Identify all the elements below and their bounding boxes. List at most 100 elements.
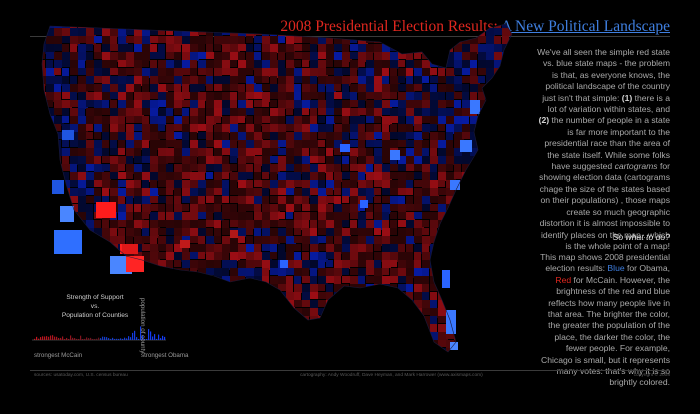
county-cell [190, 36, 200, 46]
county-cell [94, 356, 102, 363]
county-cell [134, 196, 142, 205]
county-cell [142, 220, 149, 230]
county-cell [326, 284, 333, 292]
county-cell [262, 364, 272, 365]
county-cell [302, 300, 312, 307]
county-cell [270, 300, 280, 307]
county-cell [62, 284, 69, 291]
legend-histogram [32, 326, 166, 341]
county-cell [390, 188, 400, 195]
county-cell [54, 24, 62, 29]
county-cell [166, 236, 176, 244]
county-cell [182, 260, 192, 268]
county-cell [62, 100, 72, 108]
county-cell [374, 188, 381, 195]
county-cell [86, 172, 94, 181]
county-cell [318, 340, 325, 350]
county-cell [382, 100, 392, 108]
county-cell [46, 268, 56, 278]
county-cell [310, 132, 317, 142]
county-cell [390, 180, 399, 189]
county-cell [334, 300, 342, 307]
county-cell [326, 268, 335, 278]
county-cell [518, 332, 525, 341]
county-cell [478, 364, 485, 365]
county-cell [334, 28, 341, 37]
county-cell [414, 172, 422, 179]
county-cell [70, 188, 79, 198]
county-cell [42, 24, 46, 30]
legend-bar [158, 334, 160, 340]
county-cell [534, 20, 540, 30]
county-cell [166, 284, 176, 294]
county-cell [278, 116, 285, 126]
county-cell [102, 284, 110, 291]
county-cell [246, 292, 256, 299]
county-cell [54, 60, 62, 68]
county-cell [390, 316, 397, 324]
county-cell [518, 92, 526, 100]
county-cell [374, 260, 381, 269]
county-cell [206, 148, 213, 158]
county-cell [398, 164, 407, 171]
county-cell [334, 188, 341, 195]
county-cell [430, 220, 438, 228]
county-cell [206, 44, 213, 52]
county-cell [358, 364, 367, 365]
county-cell [262, 172, 269, 179]
county-cell [470, 196, 480, 203]
county-cell [470, 164, 480, 173]
county-cell [398, 316, 406, 325]
county-cell [278, 212, 285, 219]
county-cell [150, 364, 157, 365]
county-cell [94, 252, 104, 262]
county-cell [486, 340, 495, 348]
county-cell [414, 148, 424, 156]
county-cell [118, 180, 126, 187]
county-cell [366, 52, 373, 62]
county-cell [118, 124, 125, 134]
county-cell [134, 84, 141, 93]
county-cell [294, 332, 303, 341]
county-cell [262, 148, 272, 157]
county-cell [430, 228, 437, 236]
county-cell [422, 244, 429, 252]
county-cell [190, 44, 198, 53]
county-cell [518, 44, 527, 54]
county-cell [382, 364, 392, 365]
county-cell [270, 84, 278, 93]
county-cell [190, 204, 200, 214]
county-cell [110, 148, 118, 155]
county-cell [286, 188, 294, 195]
county-cell [518, 180, 528, 188]
county-cell [278, 132, 287, 141]
county-cell [254, 156, 263, 166]
intro-text-3: the number of people in a state is far m… [544, 115, 670, 172]
county-cell [278, 332, 288, 342]
county-cell [46, 60, 53, 68]
county-cell [478, 356, 487, 363]
county-cell [334, 100, 344, 108]
legend-bar [128, 336, 130, 340]
county-cell [310, 308, 319, 318]
county-cell [174, 108, 182, 115]
county-cell [46, 228, 53, 237]
county-cell [118, 276, 127, 286]
county-cell [334, 236, 343, 245]
county-cell [30, 52, 37, 60]
county-cell [406, 28, 416, 36]
county-cell [414, 244, 423, 254]
county-cell [46, 140, 54, 147]
county-cell [374, 332, 383, 339]
county-cell [30, 68, 37, 78]
county-cell [510, 36, 512, 45]
county-cell [102, 164, 110, 171]
county-cell [78, 52, 88, 61]
legend-bar [102, 336, 104, 340]
county-cell [238, 212, 246, 220]
county-cell [366, 140, 376, 147]
county-cell [342, 228, 351, 238]
county-cell [86, 124, 93, 131]
county-cell [262, 292, 272, 300]
county-cell [446, 28, 456, 37]
